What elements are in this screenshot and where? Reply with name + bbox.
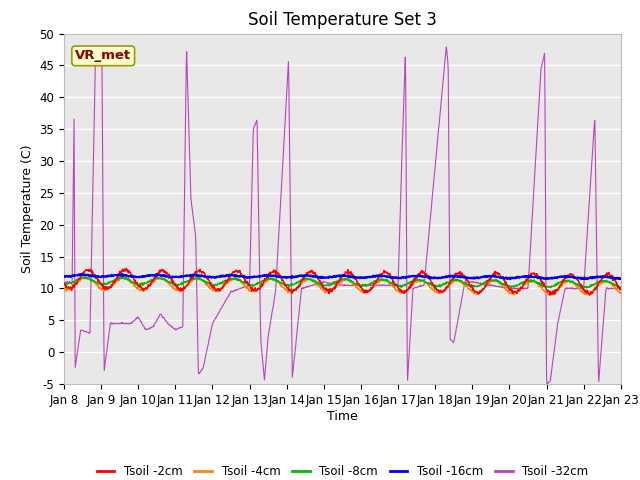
Legend: Tsoil -2cm, Tsoil -4cm, Tsoil -8cm, Tsoil -16cm, Tsoil -32cm: Tsoil -2cm, Tsoil -4cm, Tsoil -8cm, Tsoi… [92, 461, 593, 480]
X-axis label: Time: Time [327, 409, 358, 422]
Y-axis label: Soil Temperature (C): Soil Temperature (C) [21, 144, 34, 273]
Text: VR_met: VR_met [75, 49, 131, 62]
Title: Soil Temperature Set 3: Soil Temperature Set 3 [248, 11, 437, 29]
